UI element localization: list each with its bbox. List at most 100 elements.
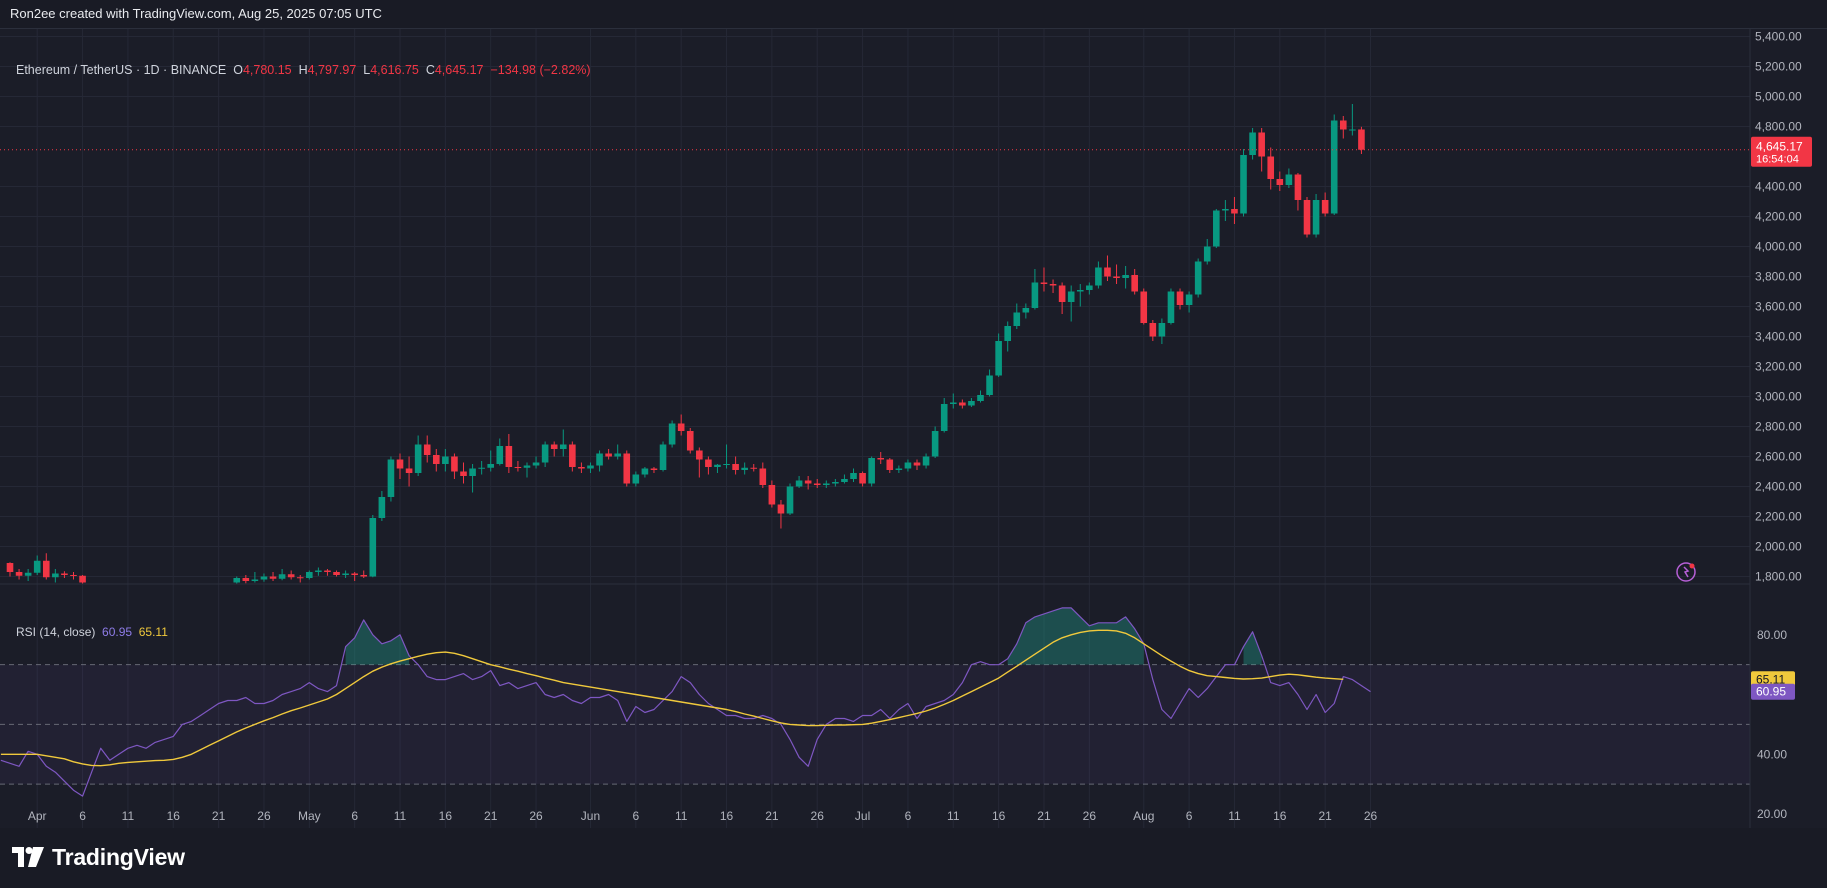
candle-body	[850, 473, 857, 479]
rsi-axis: 20.00 40.00 80.00	[1757, 628, 1787, 821]
candle-body	[614, 453, 621, 457]
candle-body	[596, 453, 603, 466]
candle-body	[1194, 261, 1202, 295]
candle-body	[469, 468, 476, 476]
time-tick-label: 21	[765, 809, 779, 823]
candle-body	[52, 573, 59, 578]
candle-body	[813, 483, 821, 485]
high-value: 4,797.97	[307, 63, 357, 77]
candle-body	[33, 560, 41, 573]
candle-body	[24, 572, 32, 576]
time-tick-label: 16	[1273, 809, 1287, 823]
candle-body	[732, 464, 739, 470]
rsi-lines	[0, 607, 1371, 797]
rsi-tick-label: 20.00	[1757, 807, 1787, 821]
open-value: 4,780.15	[242, 63, 292, 77]
last-price-tag-value: 4,645.17	[1756, 140, 1803, 154]
candle-body	[868, 458, 875, 484]
candle-body	[1013, 312, 1021, 326]
rsi-tag	[1751, 683, 1795, 700]
overbought-area	[345, 619, 410, 665]
price-tick-label: 4,800.00	[1755, 120, 1802, 134]
time-tick-label: 26	[1083, 809, 1097, 823]
candle-body	[632, 474, 640, 484]
candle-body	[1095, 267, 1102, 286]
candle-body	[841, 479, 848, 482]
price-axis: 1,800.00 2,000.00 2,200.00 2,400.00 2,600.00…	[1755, 30, 1802, 584]
candle-body	[823, 483, 830, 485]
low-label: L	[363, 63, 371, 77]
candle-body	[460, 471, 467, 476]
chart-frame[interactable]: 1,800.00 2,000.00 2,200.00 2,400.00 2,600.00…	[0, 28, 1827, 830]
candle-body	[1031, 282, 1039, 308]
last-price-tag	[1751, 136, 1812, 167]
candle-body	[1122, 275, 1129, 278]
symbol-title[interactable]: Ethereum / TetherUS · 1D · BINANCE	[16, 63, 227, 77]
candle-body	[278, 574, 286, 579]
candle-body	[351, 573, 358, 575]
candle-body	[242, 578, 250, 581]
time-tick-label: 21	[1037, 809, 1051, 823]
time-tick-label: 11	[1228, 809, 1241, 823]
time-tick-label: 6	[79, 809, 86, 823]
alert-icon[interactable]	[1676, 562, 1696, 582]
time-tick-label: 16	[439, 809, 453, 823]
candle-body	[1294, 174, 1302, 200]
candle-body	[723, 464, 730, 465]
candle-body	[378, 497, 386, 518]
time-tick-label: 21	[484, 809, 498, 823]
candles	[6, 104, 1365, 584]
candle-body	[1203, 246, 1211, 262]
low-value: 4,616.75	[370, 63, 419, 77]
candle-body	[324, 570, 331, 572]
candle-body	[369, 518, 377, 577]
rsi-value: 60.95	[102, 625, 133, 639]
candle-body	[1276, 179, 1284, 185]
candle-body	[904, 462, 912, 469]
time-tick-label: 11	[947, 809, 960, 823]
candle-body	[832, 482, 839, 484]
price-tick-label: 2,800.00	[1755, 420, 1802, 434]
candle-body	[714, 464, 721, 467]
candle-body	[959, 402, 966, 406]
tradingview-logo-icon	[12, 847, 44, 867]
candle-body	[578, 467, 585, 469]
candle-body	[333, 572, 340, 575]
time-tick-label: 6	[351, 809, 358, 823]
candle-body	[895, 468, 903, 470]
candle-body	[741, 467, 748, 470]
price-tick-label: 5,400.00	[1755, 30, 1802, 44]
candle-body	[995, 341, 1002, 376]
candle-body	[886, 459, 894, 470]
candle-body	[296, 577, 304, 579]
rsi-ma-tag-value: 65.11	[1756, 672, 1785, 686]
credit-line: Ron2ee created with TradingView.com, Aug…	[10, 6, 382, 21]
candle-body	[15, 572, 23, 576]
price-tick-label: 3,200.00	[1755, 360, 1802, 374]
time-tick-label: 26	[811, 809, 825, 823]
price-tick-label: 4,400.00	[1755, 180, 1802, 194]
rsi-tag-value: 60.95	[1756, 685, 1786, 699]
candle-body	[342, 573, 349, 575]
candle-body	[405, 468, 413, 473]
candle-body	[677, 423, 685, 431]
rsi-title[interactable]: RSI (14, close)	[16, 625, 96, 639]
candle-body	[768, 485, 776, 505]
candle-body	[605, 453, 612, 457]
time-tick-label: 16	[167, 809, 181, 823]
chart-canvas[interactable]: 1,800.00 2,000.00 2,200.00 2,400.00 2,600.00…	[0, 29, 1827, 830]
price-tick-label: 1,800.00	[1755, 570, 1802, 584]
candle-body	[1131, 275, 1138, 292]
time-tick-label: 6	[1186, 809, 1193, 823]
candle-body	[1167, 291, 1175, 323]
candle-body	[523, 465, 531, 468]
rsi-overbought-fill	[345, 607, 1262, 665]
time-tick-label: 26	[257, 809, 271, 823]
candle-body	[641, 468, 649, 475]
tradingview-logo[interactable]: TradingView	[12, 842, 185, 872]
candle-body	[315, 570, 322, 572]
candle-body	[587, 465, 594, 469]
candle-body	[650, 468, 658, 470]
